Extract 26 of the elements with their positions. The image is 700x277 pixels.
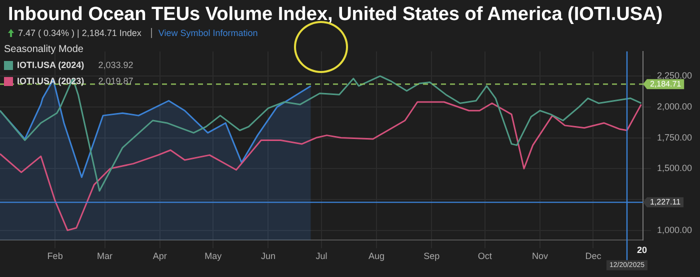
text: 20: [636, 245, 647, 256]
x-tick-label: Dec: [585, 251, 602, 262]
x-tick-label: Feb: [47, 251, 63, 262]
y-tick-label: 1,500.00: [656, 163, 692, 174]
x-tick-label: Mar: [97, 251, 113, 262]
x-tick-label: Nov: [532, 251, 548, 262]
chart-subtitle: 7.47 ( 0.34% ) | 2,184.71 Index: [18, 28, 142, 38]
y-tick-label: 2,250.00: [656, 70, 692, 81]
x-tick-label: Oct: [478, 251, 492, 262]
annotation: 2,033.92: [98, 60, 134, 70]
legend-label: IOTI.USA (2024): [17, 60, 84, 70]
x-tick-label: Jul: [316, 251, 328, 262]
x-tick-label: Apr: [152, 251, 167, 262]
x-tick-label: Sep: [424, 251, 440, 262]
legend-title: Seasonality Mode: [4, 44, 84, 55]
x-tick-label: Jun: [260, 251, 276, 262]
y-tick-label: 2,000.00: [656, 101, 692, 112]
ref-line-label: 1,227.11: [650, 198, 682, 207]
ref-line-label: 2,184.71: [650, 79, 682, 88]
annotation: 2,019.87: [98, 76, 134, 86]
x-tick-label: Aug: [368, 251, 385, 262]
text: View Symbol Information: [151, 28, 258, 38]
y-tick-label: 1,000.00: [656, 224, 692, 235]
chart-title: Inbound Ocean TEUs Volume Index, United States of America (IOTI.USA): [8, 4, 663, 26]
y-tick-label: 1,750.00: [656, 132, 692, 142]
x-tick-label: May: [204, 251, 222, 262]
